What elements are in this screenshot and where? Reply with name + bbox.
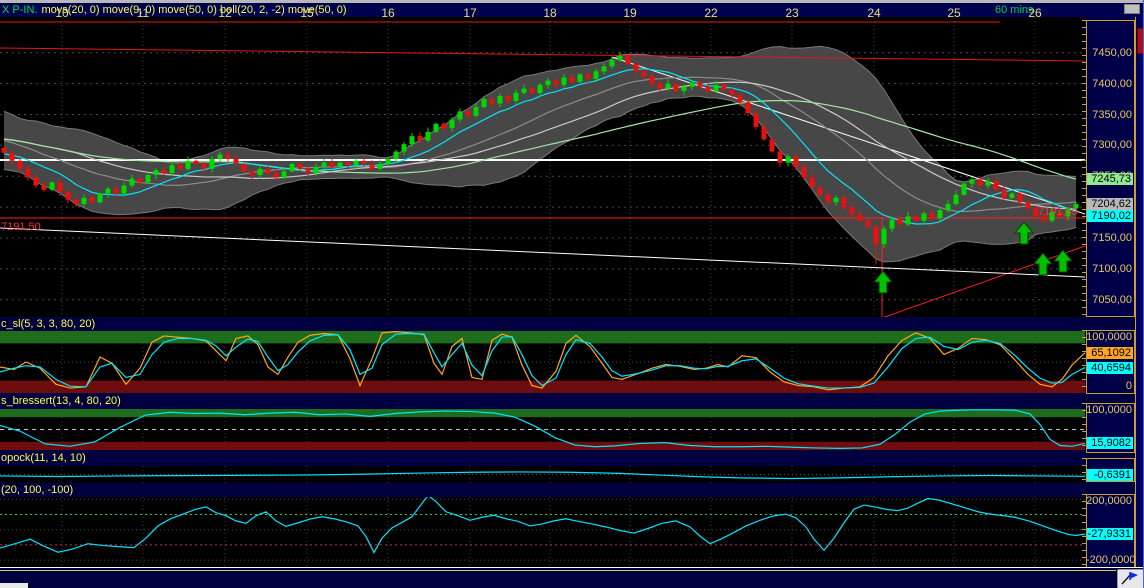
scale-tick-marks — [1082, 330, 1086, 392]
window-top-border — [0, 0, 1144, 3]
day-label: 16 — [381, 6, 395, 20]
scale-tick-marks — [1082, 458, 1086, 480]
timeframe-label: 60 mins — [995, 4, 1034, 16]
day-label: 26 — [1028, 6, 1042, 20]
scale-tick-label: 7150,00 — [1092, 232, 1132, 244]
scale-tick-marks — [1082, 403, 1086, 451]
coppock-panel-label: opock(11, 14, 10) — [1, 452, 86, 464]
scale-tick-label: 200,0000 — [1086, 495, 1132, 507]
day-label: 24 — [867, 6, 881, 20]
day-label: 25 — [947, 6, 961, 20]
scroll-corner — [0, 583, 28, 588]
flag-cursor-icon — [1121, 572, 1138, 585]
scale-tick-label: -200,0000 — [1086, 554, 1136, 566]
value-badge: 65,1092 — [1087, 347, 1133, 359]
symbol-label: X P-IN. — [2, 4, 38, 16]
scale-tick-label: 0 — [1125, 380, 1132, 392]
day-label: 17 — [463, 6, 477, 20]
scale-border-line — [1135, 17, 1136, 567]
day-label: 22 — [704, 6, 718, 20]
bressert-panel-label: s_bressert(13, 4, 80, 20) — [1, 395, 121, 407]
axis-tool-button[interactable] — [1117, 569, 1144, 588]
price-scale[interactable] — [1086, 20, 1135, 317]
scale-tick-label: 100,0000 — [1086, 404, 1132, 416]
axis-scale-line — [0, 570, 1116, 571]
time-axis[interactable] — [0, 567, 1144, 588]
chart-titlebar: X P-IN. movs(20, 0) move(9, 0) move(50, 0… — [0, 3, 1144, 17]
scale-tick-label: 7350,00 — [1092, 109, 1132, 121]
scrollbar-thumb[interactable] — [1137, 28, 1144, 54]
studies-label: movs(20, 0) move(9, 0) move(50, 0) boll(… — [41, 4, 347, 16]
scale-tick-label: 7050,00 — [1092, 294, 1132, 306]
day-label: 12 — [218, 6, 232, 20]
stochastic-panel-label: c_sl(5, 3, 3, 80, 20) — [1, 318, 96, 330]
scale-tick-marks — [1082, 20, 1086, 315]
day-label: 18 — [543, 6, 557, 20]
scale-tick-marks — [1082, 494, 1086, 566]
value-badge: -27,9331 — [1087, 528, 1133, 540]
scale-tick-label: 7100,00 — [1092, 263, 1132, 275]
scale-tick-label: 7300,00 — [1092, 139, 1132, 151]
value-badge: 7204,62 — [1087, 198, 1133, 210]
day-label: 10 — [55, 6, 69, 20]
scale-tick-label: 100,0000 — [1086, 331, 1132, 343]
price-level-label-left: 7191,50 — [1, 221, 41, 233]
value-badge: 7190,02 — [1087, 210, 1133, 222]
day-label: 23 — [785, 6, 799, 20]
day-label: 11 — [136, 6, 150, 20]
value-badge: 15,9082 — [1087, 437, 1133, 449]
scale-tick-label: 7400,00 — [1092, 78, 1132, 90]
day-label: 19 — [623, 6, 637, 20]
value-badge: 40,6594 — [1087, 362, 1133, 374]
day-label: 15 — [300, 6, 314, 20]
value-badge: 7245,73 — [1087, 173, 1133, 185]
cci-panel-label: (20, 100, -100) — [1, 484, 74, 496]
value-badge: -0,6391 — [1087, 469, 1133, 481]
vertical-scrollbar[interactable] — [1136, 17, 1144, 567]
axis-top-line — [0, 567, 1144, 568]
scale-tick-label: 7450,00 — [1092, 47, 1132, 59]
price-level-label-right: 7191,50 — [1038, 206, 1078, 218]
window-button[interactable] — [1124, 4, 1140, 14]
